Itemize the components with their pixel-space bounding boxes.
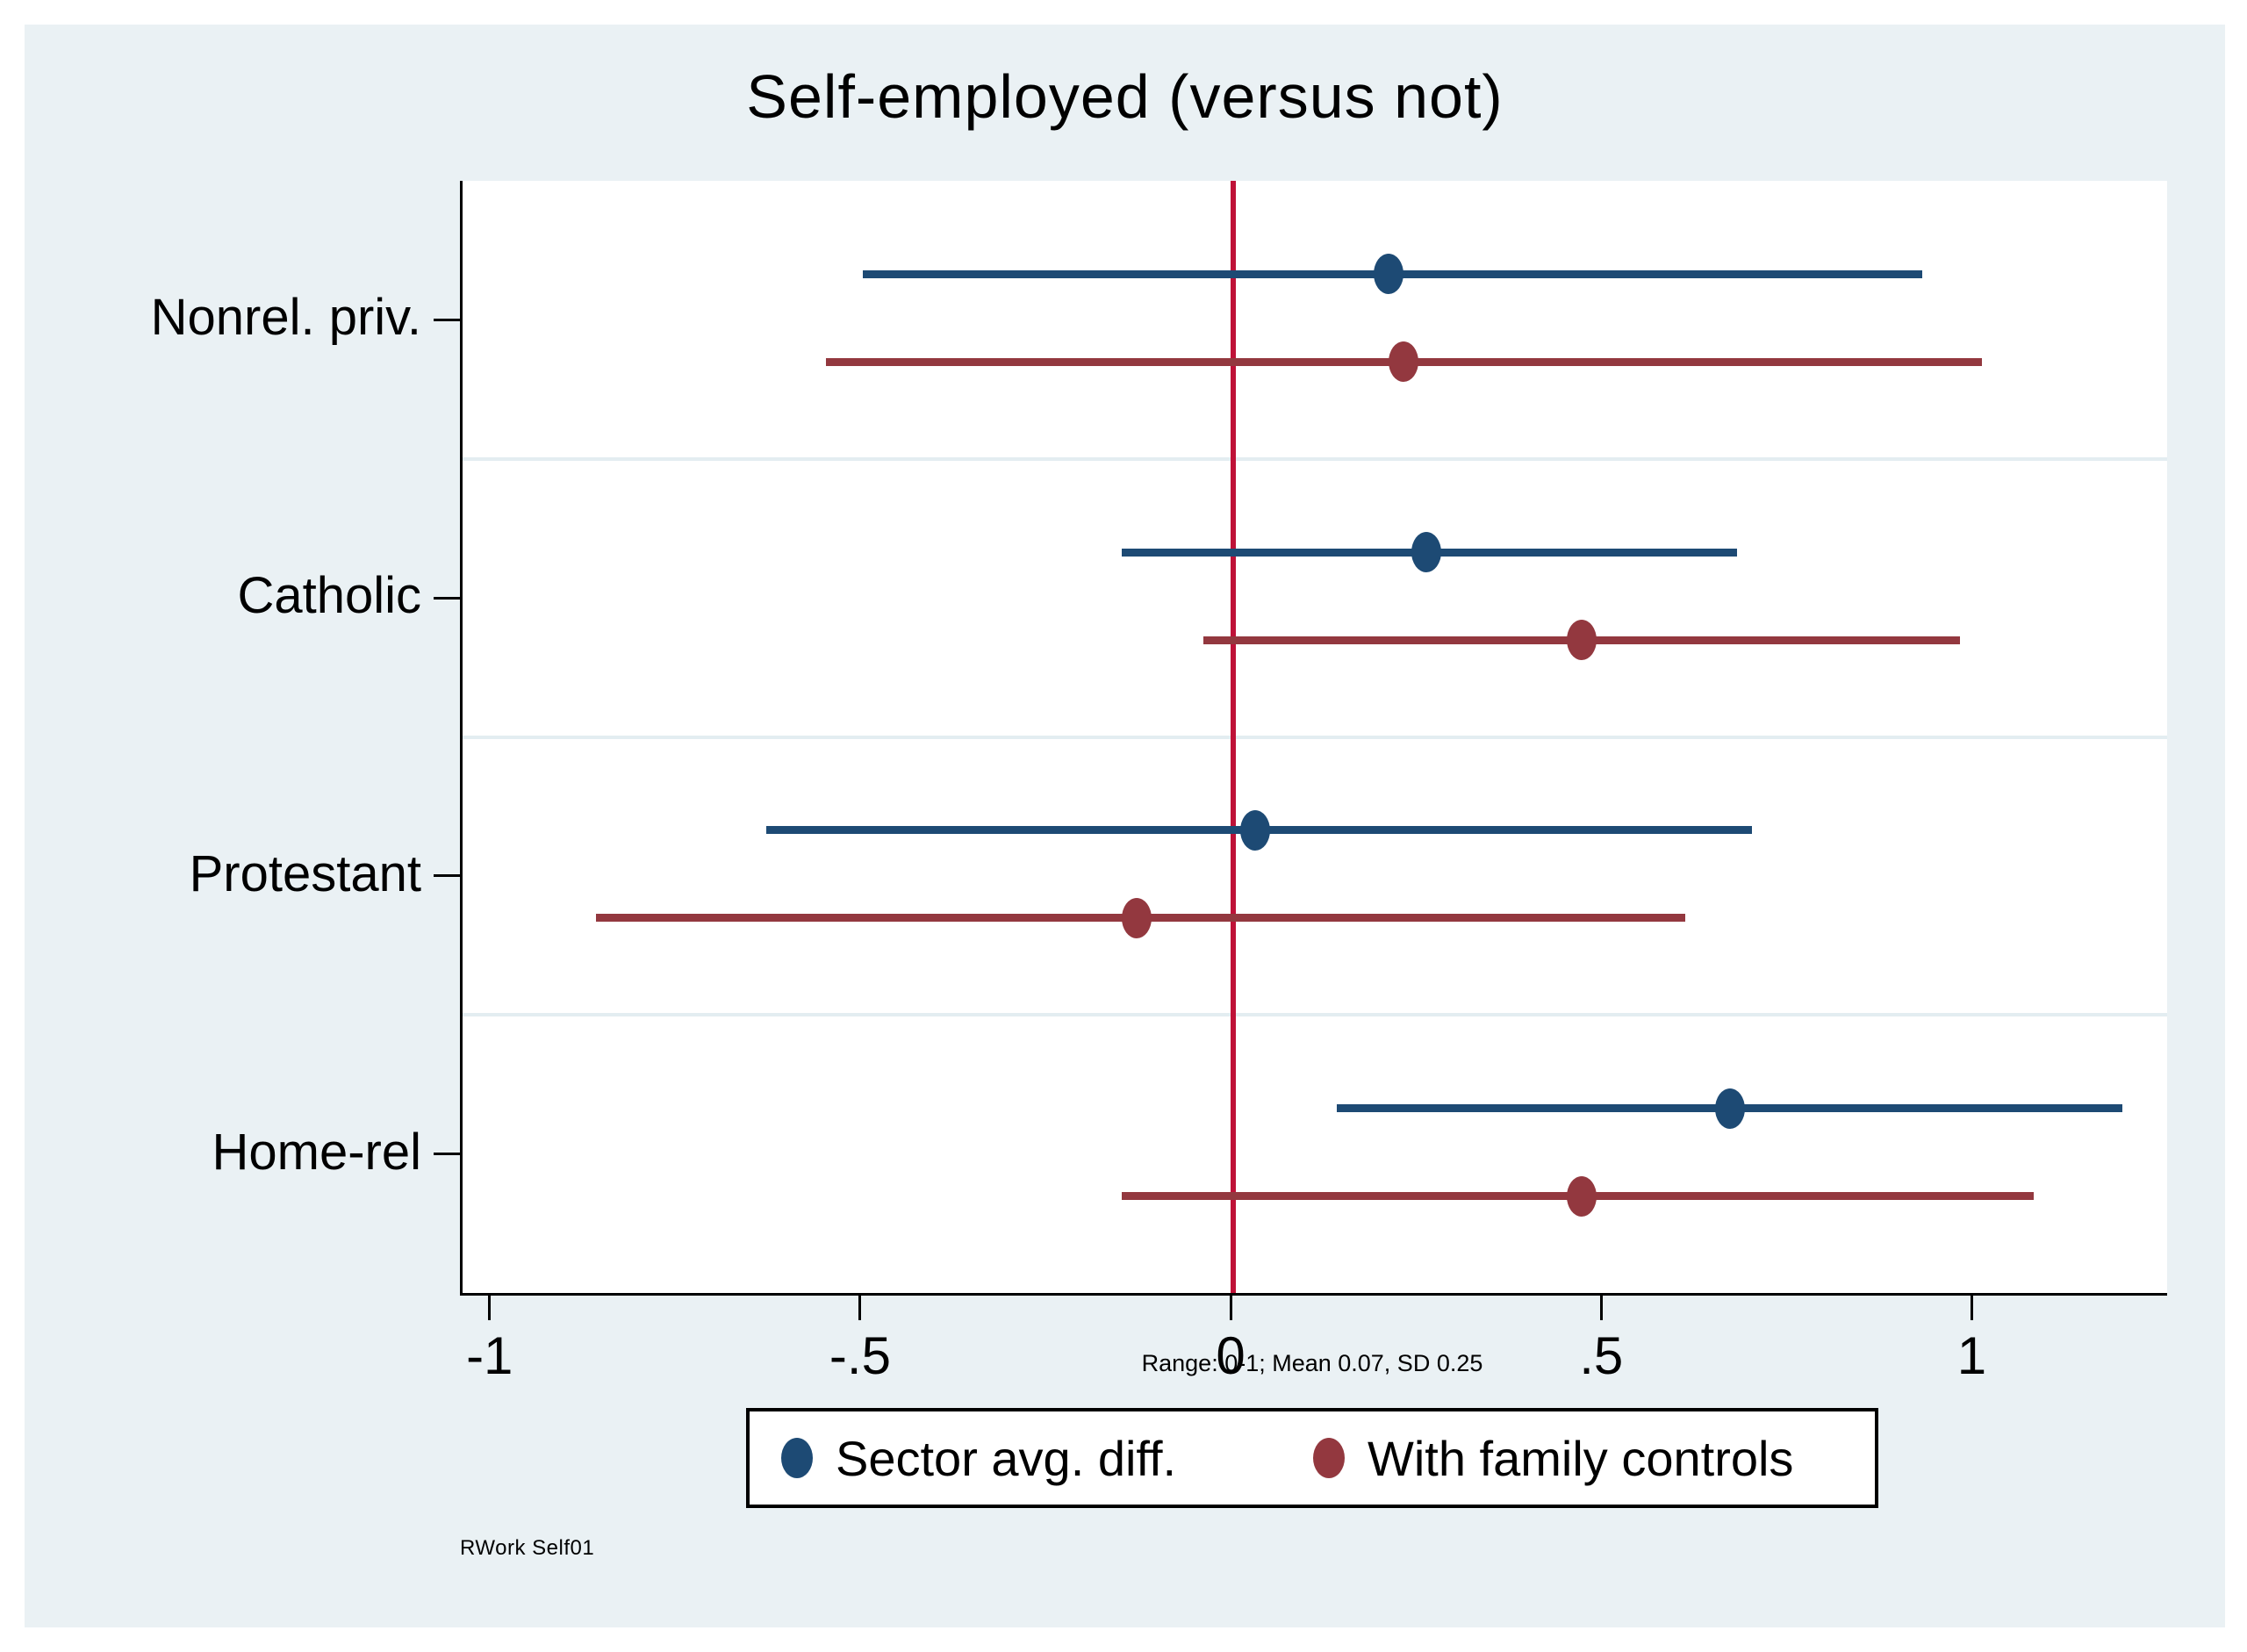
graph-region: Self-employed (versus not) Nonrel. priv.…	[25, 25, 2225, 1627]
y-axis-category-label: Catholic	[237, 567, 421, 625]
plot-area	[460, 181, 2167, 1296]
y-axis-tick	[434, 318, 460, 321]
category-separator-gridline	[463, 1013, 2167, 1017]
legend-entry-sector-avg-diff: Sector avg. diff.	[781, 1411, 1176, 1505]
y-axis-category-label: Home-rel	[212, 1123, 422, 1181]
legend: Sector avg. diff. With family controls	[746, 1408, 1878, 1508]
estimate-marker-dot	[1122, 897, 1152, 938]
estimate-marker-dot	[1714, 1088, 1745, 1129]
category-separator-gridline	[463, 735, 2167, 739]
zero-reference-line	[1231, 181, 1237, 1293]
legend-marker-maroon-icon	[1313, 1438, 1345, 1478]
x-axis-tick	[1599, 1296, 1603, 1320]
watermark-text: RWork Self01	[460, 1536, 595, 1560]
y-axis-tick	[434, 596, 460, 600]
x-axis-tick	[1229, 1296, 1232, 1320]
estimate-marker-dot	[1374, 254, 1404, 295]
legend-label: Sector avg. diff.	[836, 1430, 1177, 1486]
estimate-marker-dot	[1566, 1175, 1597, 1217]
legend-marker-navy-icon	[781, 1438, 813, 1478]
x-axis-tick-label: -1	[466, 1326, 513, 1385]
axis-note: Range: 0-1; Mean 0.07, SD 0.25	[1141, 1350, 1483, 1376]
x-axis-tick-label: 0	[1216, 1326, 1246, 1385]
x-axis-tick	[858, 1296, 862, 1320]
x-axis-tick	[1970, 1296, 1973, 1320]
y-axis-category-label: Protestant	[189, 844, 421, 902]
estimate-marker-dot	[1566, 620, 1597, 661]
legend-label: With family controls	[1368, 1430, 1794, 1486]
y-axis-category-label: Nonrel. priv.	[150, 289, 421, 347]
x-axis-tick	[488, 1296, 492, 1320]
y-axis-tick	[434, 1153, 460, 1156]
estimate-marker-dot	[1411, 532, 1441, 573]
x-axis-tick-label: 1	[1956, 1326, 1987, 1385]
estimate-marker-dot	[1240, 809, 1271, 851]
category-separator-gridline	[463, 456, 2167, 461]
estimate-marker-dot	[1389, 341, 1419, 383]
legend-entry-with-family-controls: With family controls	[1313, 1411, 1793, 1505]
x-axis-tick-label: .5	[1579, 1326, 1624, 1385]
y-axis-tick	[434, 874, 460, 878]
x-axis-tick-label: -.5	[829, 1326, 891, 1385]
chart-title: Self-employed (versus not)	[746, 62, 1504, 131]
